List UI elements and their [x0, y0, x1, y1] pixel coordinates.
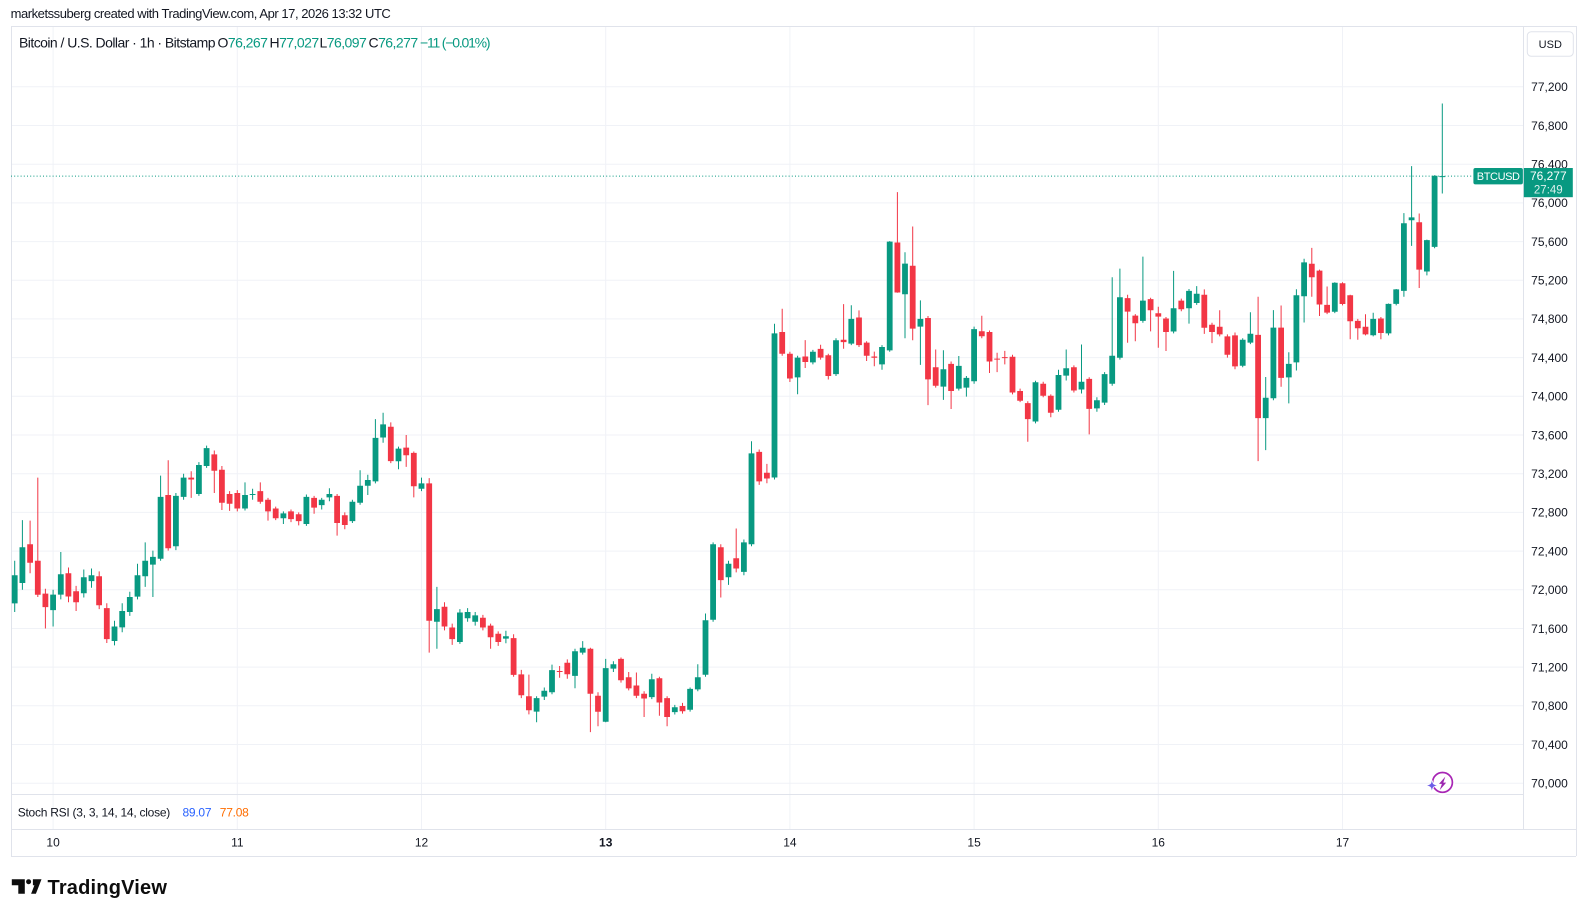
svg-text:74,800: 74,800: [1531, 312, 1568, 326]
svg-text:73,200: 73,200: [1531, 467, 1568, 481]
svg-text:75,200: 75,200: [1531, 274, 1568, 288]
svg-text:76,800: 76,800: [1531, 119, 1568, 133]
svg-text:TradingView: TradingView: [48, 877, 168, 899]
svg-text:11: 11: [231, 836, 244, 850]
svg-text:Bitcoin / U.S. Dollar · 1h · B: Bitcoin / U.S. Dollar · 1h · Bitstamp: [19, 34, 216, 50]
svg-text:BTCUSD: BTCUSD: [1477, 171, 1520, 183]
svg-text:74,400: 74,400: [1531, 351, 1568, 365]
svg-text:27:49: 27:49: [1534, 185, 1563, 197]
svg-text:13: 13: [599, 836, 613, 850]
svg-text:72,800: 72,800: [1531, 506, 1568, 520]
svg-text:marketssuberg created with Tra: marketssuberg created with TradingView.c…: [11, 6, 391, 21]
svg-text:77,200: 77,200: [1531, 80, 1568, 94]
svg-text:12: 12: [415, 836, 429, 850]
svg-text:USD: USD: [1539, 39, 1562, 51]
svg-text:70,800: 70,800: [1531, 699, 1568, 713]
svg-text:70,400: 70,400: [1531, 738, 1568, 752]
svg-text:75,600: 75,600: [1531, 235, 1568, 249]
svg-text:76,277: 76,277: [1530, 169, 1567, 183]
svg-text:74,000: 74,000: [1531, 390, 1568, 404]
svg-text:72,400: 72,400: [1531, 544, 1568, 558]
svg-text:76,000: 76,000: [1531, 196, 1568, 210]
svg-text:70,000: 70,000: [1531, 777, 1568, 791]
svg-text:72,000: 72,000: [1531, 583, 1568, 597]
svg-text:17: 17: [1336, 836, 1350, 850]
svg-text:Stoch RSI (3, 3, 14, 14, close: Stoch RSI (3, 3, 14, 14, close) 89.07 77.0…: [18, 806, 249, 820]
svg-text:16: 16: [1152, 836, 1166, 850]
svg-text:14: 14: [783, 836, 797, 850]
svg-text:10: 10: [46, 836, 60, 850]
svg-text:73,600: 73,600: [1531, 428, 1568, 442]
svg-text:71,600: 71,600: [1531, 622, 1568, 636]
svg-text:71,200: 71,200: [1531, 660, 1568, 674]
svg-text:15: 15: [967, 836, 981, 850]
